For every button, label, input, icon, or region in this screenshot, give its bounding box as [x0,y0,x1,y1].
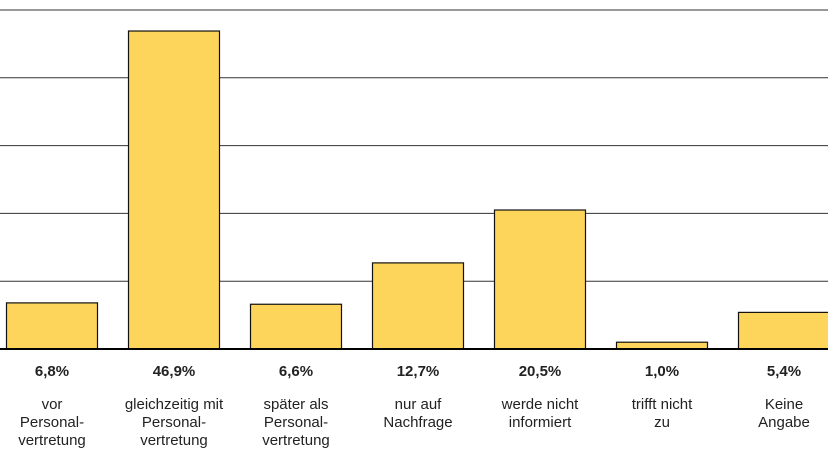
bar [127,30,221,350]
x-tick-label: gleichzeitig mit Personal-vertretung [125,396,224,449]
label-line: Nachfrage [383,414,452,431]
bar [5,302,99,350]
value-label: 1,0% [645,363,679,380]
label-line: später als [263,396,328,413]
label-line: informiert [509,414,572,431]
label-line: werde nicht [501,396,580,413]
label-line: zu [654,414,670,431]
label-line: Keine [765,396,803,413]
label-line: vor [42,396,63,413]
label-line: vertretung [262,432,330,449]
bar [371,262,465,350]
x-tick-label: Keine Angabe [758,396,810,431]
label-line: Personal- [264,414,328,431]
value-label: 6,6% [279,363,313,380]
label-line: vertretung [140,432,208,449]
bar [249,303,343,350]
label-line: trifft nicht [632,396,693,413]
label-line: gleichzeitig mit [125,396,224,413]
label-line: vertretung [18,432,86,449]
bar [493,209,587,350]
value-label: 6,8% [35,363,69,380]
label-line: nur auf [395,396,443,413]
value-label: 12,7% [397,363,440,380]
x-tick-label: später als Personal-vertretung [262,396,330,449]
value-label: 46,9% [153,363,196,380]
bar [615,341,709,350]
value-label: 5,4% [767,363,801,380]
x-tick-label: trifft nicht zu [632,396,693,431]
x-tick-label: vor Personal-vertretung [18,396,86,449]
label-line: Personal- [142,414,206,431]
bar [737,311,828,350]
label-line: Angabe [758,414,810,431]
value-label: 20,5% [519,363,562,380]
x-tick-label: nur auf Nachfrage [383,396,452,431]
label-line: Personal- [20,414,84,431]
x-tick-label: werde nicht informiert [501,396,580,431]
